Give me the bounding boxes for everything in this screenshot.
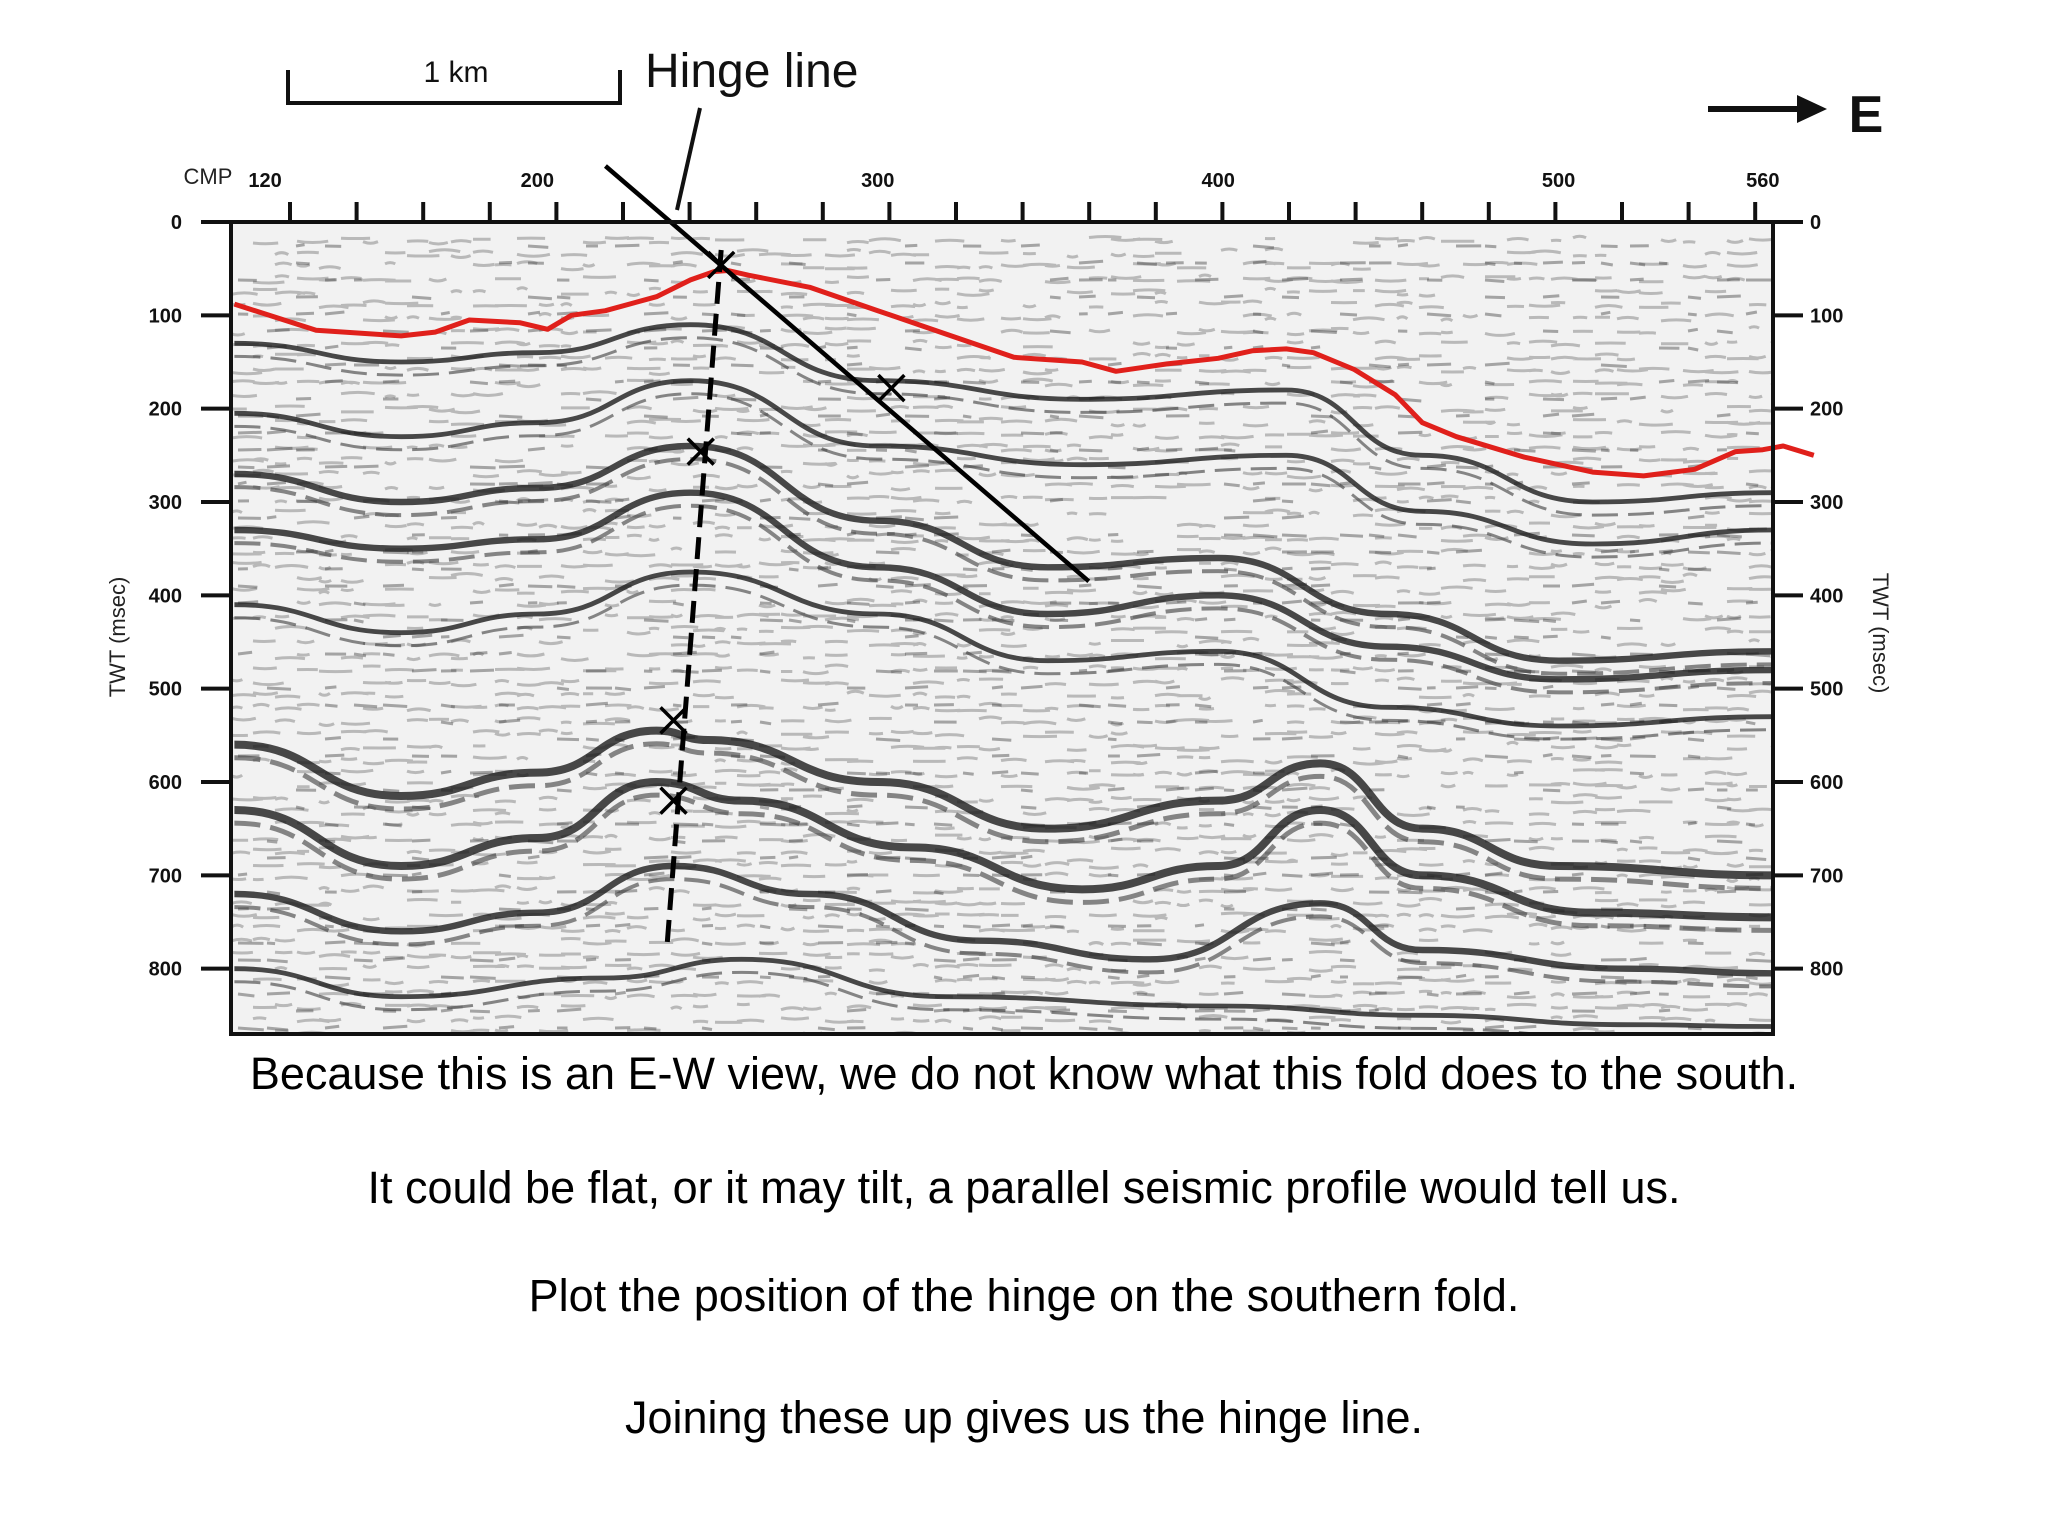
y-axis-ticks xyxy=(201,220,1803,971)
caption-2: It could be flat, or it may tilt, a para… xyxy=(367,1162,1681,1213)
hinge-line-callout: Hinge line xyxy=(645,45,858,211)
seismic-reflector xyxy=(234,726,1773,880)
seismic-reflector-echo xyxy=(234,392,1773,559)
seismic-frame xyxy=(229,220,1775,1036)
seismic-reflector-echo xyxy=(234,741,1773,891)
y-tick-label-left: 700 xyxy=(149,865,182,887)
y-tick-label-left: 500 xyxy=(149,679,182,701)
east-label: E xyxy=(1849,86,1884,144)
hinge-point-x-mark xyxy=(659,706,688,735)
seismic-reflector-echo xyxy=(234,970,1554,1034)
seismic-reflector xyxy=(234,378,1773,547)
y-tick-label-left: 0 xyxy=(171,212,182,234)
hinge-point-x-mark xyxy=(659,786,688,815)
seismic-reflector xyxy=(234,442,1773,664)
hinge-point-x-mark xyxy=(686,437,715,466)
y-tick-label-left: 300 xyxy=(149,492,182,514)
hinge-line-label: Hinge line xyxy=(645,45,858,98)
y-axis-title-left: TWT (msec) xyxy=(105,577,130,698)
seismic-panel xyxy=(231,222,1773,1034)
y-axis-labels-left: 0 100 200 300 400 500 600 700 800 xyxy=(149,212,182,981)
y-tick-label-left: 100 xyxy=(149,305,182,327)
y-tick-label-right: 200 xyxy=(1810,399,1843,421)
x-tick-label: 500 xyxy=(1542,170,1575,192)
seismic-reflectors xyxy=(234,322,1773,1034)
caption-1: Because this is an E-W view, we do not k… xyxy=(249,1048,1799,1099)
y-tick-label-left: 800 xyxy=(149,959,182,981)
y-tick-label-left: 400 xyxy=(149,585,182,607)
east-arrow: E xyxy=(1708,86,1883,144)
scale-bar: 1 km xyxy=(286,56,622,105)
y-tick-label-right: 800 xyxy=(1810,959,1843,981)
interpretation-overlay xyxy=(233,164,1815,951)
caption-4: Joining these up gives us the hinge line… xyxy=(624,1392,1424,1443)
seismic-reflector xyxy=(234,777,1773,922)
y-tick-label-right: 300 xyxy=(1810,492,1843,514)
y-tick-label-right: 500 xyxy=(1810,679,1843,701)
y-tick-label-right: 0 xyxy=(1810,212,1821,234)
hinge-point-x-mark xyxy=(877,373,906,403)
seismic-reflector-echo xyxy=(234,503,1773,695)
hinge-point-x-mark xyxy=(706,250,736,280)
x-axis-ticks xyxy=(288,202,1758,222)
seismic-reflector xyxy=(234,322,1773,505)
x-tick-label: 300 xyxy=(861,170,894,192)
y-tick-label-left: 600 xyxy=(149,772,182,794)
y-tick-label-left: 200 xyxy=(149,399,182,421)
seismic-reflector-echo xyxy=(234,877,1773,989)
hinge-line xyxy=(603,164,1091,584)
x-tick-label: 400 xyxy=(1201,170,1234,192)
seismic-reflector-echo xyxy=(234,336,1773,517)
seismic-reflector-echo xyxy=(234,457,1773,676)
axial-trace-dashed-line xyxy=(664,249,724,951)
caption-3: Plot the position of the hinge on the so… xyxy=(528,1270,1520,1321)
scale-bar-label: 1 km xyxy=(423,56,488,89)
y-axis-title-right: TWT (msec) xyxy=(1868,573,1893,694)
seismic-reflector-echo xyxy=(234,792,1773,933)
y-tick-label-right: 100 xyxy=(1810,305,1843,327)
red-horizon-line xyxy=(233,268,1815,479)
hinge-callout-pointer xyxy=(675,107,702,211)
x-axis-title: CMP xyxy=(184,164,233,189)
seismic-reflector-echo xyxy=(234,583,1773,741)
x-tick-label: 560 xyxy=(1746,170,1779,192)
seismic-reflector xyxy=(234,956,1773,1029)
seismic-reflector xyxy=(234,569,1773,729)
y-tick-label-right: 400 xyxy=(1810,585,1843,607)
x-axis-labels: 120 200 300 400 500 560 xyxy=(248,170,1779,192)
x-tick-label: 120 xyxy=(248,170,281,192)
y-tick-label-right: 700 xyxy=(1810,865,1843,887)
seismic-reflector xyxy=(234,489,1773,683)
x-tick-label: 200 xyxy=(521,170,554,192)
y-axis-labels-right: 0 100 200 300 400 500 600 700 800 xyxy=(1810,212,1843,981)
seismic-reflector xyxy=(234,862,1773,977)
y-tick-label-right: 600 xyxy=(1810,772,1843,794)
